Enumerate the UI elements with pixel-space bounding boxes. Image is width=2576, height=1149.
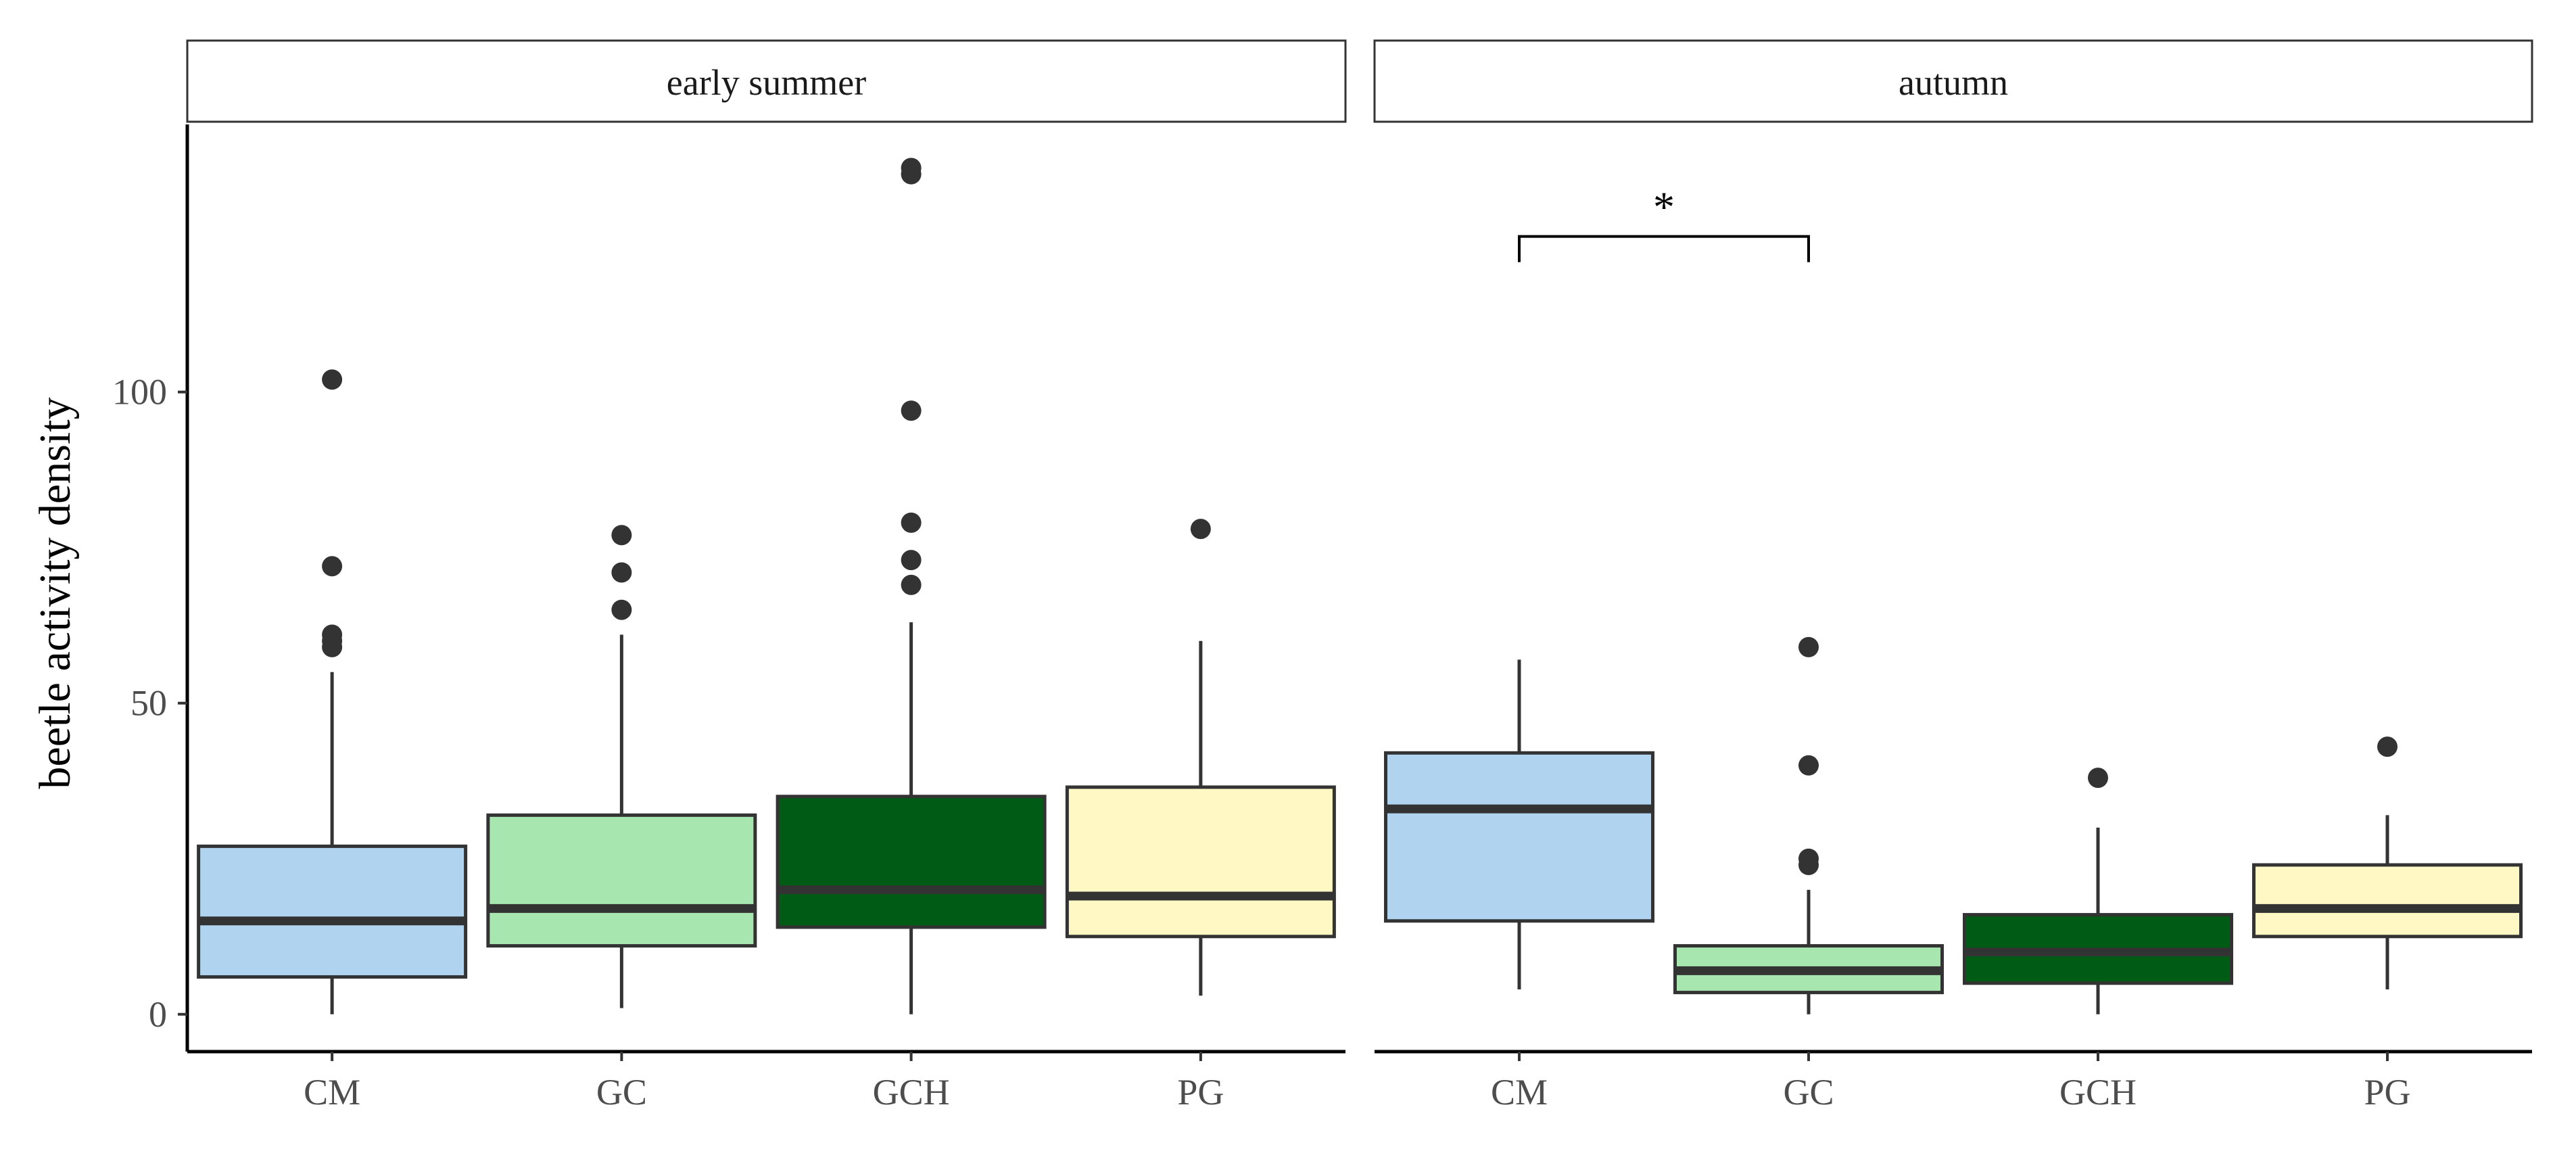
y-tick-label-0: 0	[149, 994, 167, 1035]
panel-early-summer: early summer 0 50 100 CM GC GCH PG	[112, 39, 1347, 1112]
box-early-summer-pg	[1065, 785, 1336, 939]
outlier-autumn-pg-0	[2377, 736, 2398, 757]
outlier-autumn-gc-3	[1798, 636, 1819, 657]
outlier-autumn-gc-2	[1798, 755, 1819, 776]
box-group-early-summer-pg	[1065, 519, 1336, 996]
outlier-early-summer-gc-0	[611, 599, 632, 620]
box-group-autumn-gc	[1673, 636, 1944, 1014]
box-group-early-summer-gch	[776, 158, 1047, 1014]
significance-label-autumn-0: *	[1653, 183, 1675, 231]
x-tick-label-early-summer-cm: CM	[304, 1072, 360, 1112]
outlier-autumn-gc-1	[1798, 848, 1819, 869]
outlier-early-summer-pg-0	[1190, 519, 1211, 540]
outlier-early-summer-cm-2	[322, 624, 343, 645]
box-early-summer-gch	[776, 795, 1047, 929]
box-group-autumn-cm	[1384, 659, 1654, 989]
outlier-early-summer-cm-4	[322, 369, 343, 390]
outlier-early-summer-gch-3	[901, 400, 922, 421]
y-tick-label-50: 50	[130, 683, 167, 724]
outlier-early-summer-cm-3	[322, 556, 343, 577]
box-autumn-cm	[1384, 751, 1654, 923]
box-group-autumn-gch	[1963, 768, 2233, 1014]
strip-box-early-summer	[186, 39, 1347, 123]
x-tick-label-autumn-gch: GCH	[2059, 1072, 2137, 1112]
x-tick-label-early-summer-pg: PG	[1177, 1072, 1224, 1112]
box-group-early-summer-cm	[197, 369, 468, 1014]
x-tick-label-early-summer-gc: GC	[596, 1072, 647, 1112]
strip-label-early-summer: early summer	[667, 62, 866, 103]
x-tick-label-autumn-cm: CM	[1491, 1072, 1548, 1112]
x-tick-label-autumn-gc: GC	[1783, 1072, 1834, 1112]
outlier-early-summer-gch-2	[901, 512, 922, 533]
box-group-autumn-pg	[2252, 736, 2523, 989]
outlier-early-summer-gch-5	[901, 158, 922, 179]
outlier-early-summer-gc-1	[611, 562, 632, 583]
box-early-summer-gc	[486, 813, 757, 948]
x-tick-label-early-summer-gch: GCH	[873, 1072, 950, 1112]
outlier-early-summer-gc-2	[611, 525, 632, 546]
x-tick-label-autumn-pg: PG	[2364, 1072, 2410, 1112]
strip-box-autumn	[1373, 39, 2533, 123]
significance-bracket-autumn-0	[1518, 235, 1810, 262]
outlier-early-summer-gch-1	[901, 550, 922, 571]
panel-autumn: autumn CM GC GCH PG *	[1373, 39, 2533, 1112]
y-tick-label-100: 100	[112, 372, 167, 413]
box-early-summer-cm	[197, 844, 468, 979]
box-group-early-summer-gc	[486, 525, 757, 1008]
y-axis-label: beetle activity density	[30, 397, 80, 789]
outlier-autumn-gch-0	[2088, 768, 2108, 789]
strip-label-autumn: autumn	[1899, 62, 2008, 103]
outlier-early-summer-gch-0	[901, 574, 922, 595]
box-autumn-pg	[2252, 863, 2523, 939]
